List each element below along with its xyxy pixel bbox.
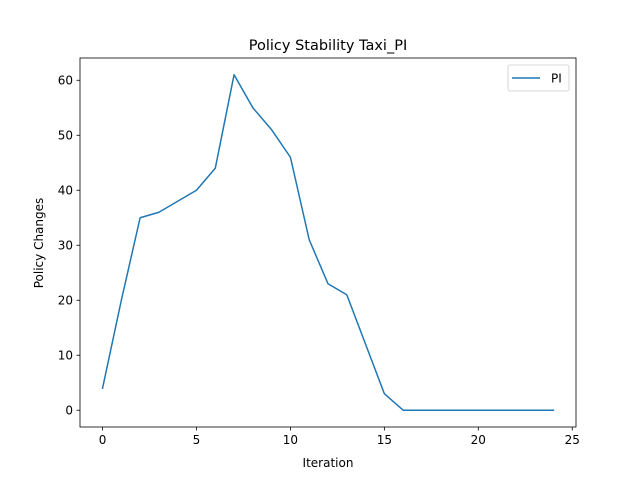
plot-area: 0 5 10 15 20 25 0 10 20 30 40 50 60 PI: [58, 58, 580, 447]
axes-frame: [80, 58, 576, 427]
y-tick-label: 60: [58, 74, 73, 88]
legend: PI: [508, 65, 569, 91]
x-tick-label: 0: [99, 433, 107, 447]
x-tick-label: 10: [283, 433, 298, 447]
y-tick-label: 30: [58, 239, 73, 253]
x-tick-label: 5: [193, 433, 201, 447]
chart-title: Policy Stability Taxi_PI: [249, 38, 407, 54]
legend-label: PI: [551, 71, 562, 85]
y-tick-label: 10: [58, 349, 73, 363]
x-tick-label: 25: [565, 433, 580, 447]
x-tick-label: 15: [377, 433, 392, 447]
y-axis-label: Policy Changes: [32, 198, 46, 289]
x-axis-label: Iteration: [303, 456, 354, 470]
series-line-pi: [103, 75, 554, 410]
y-tick-label: 0: [65, 404, 73, 418]
x-tick-label: 20: [471, 433, 486, 447]
y-tick-label: 20: [58, 294, 73, 308]
y-tick-label: 40: [58, 184, 73, 198]
y-tick-label: 50: [58, 129, 73, 143]
